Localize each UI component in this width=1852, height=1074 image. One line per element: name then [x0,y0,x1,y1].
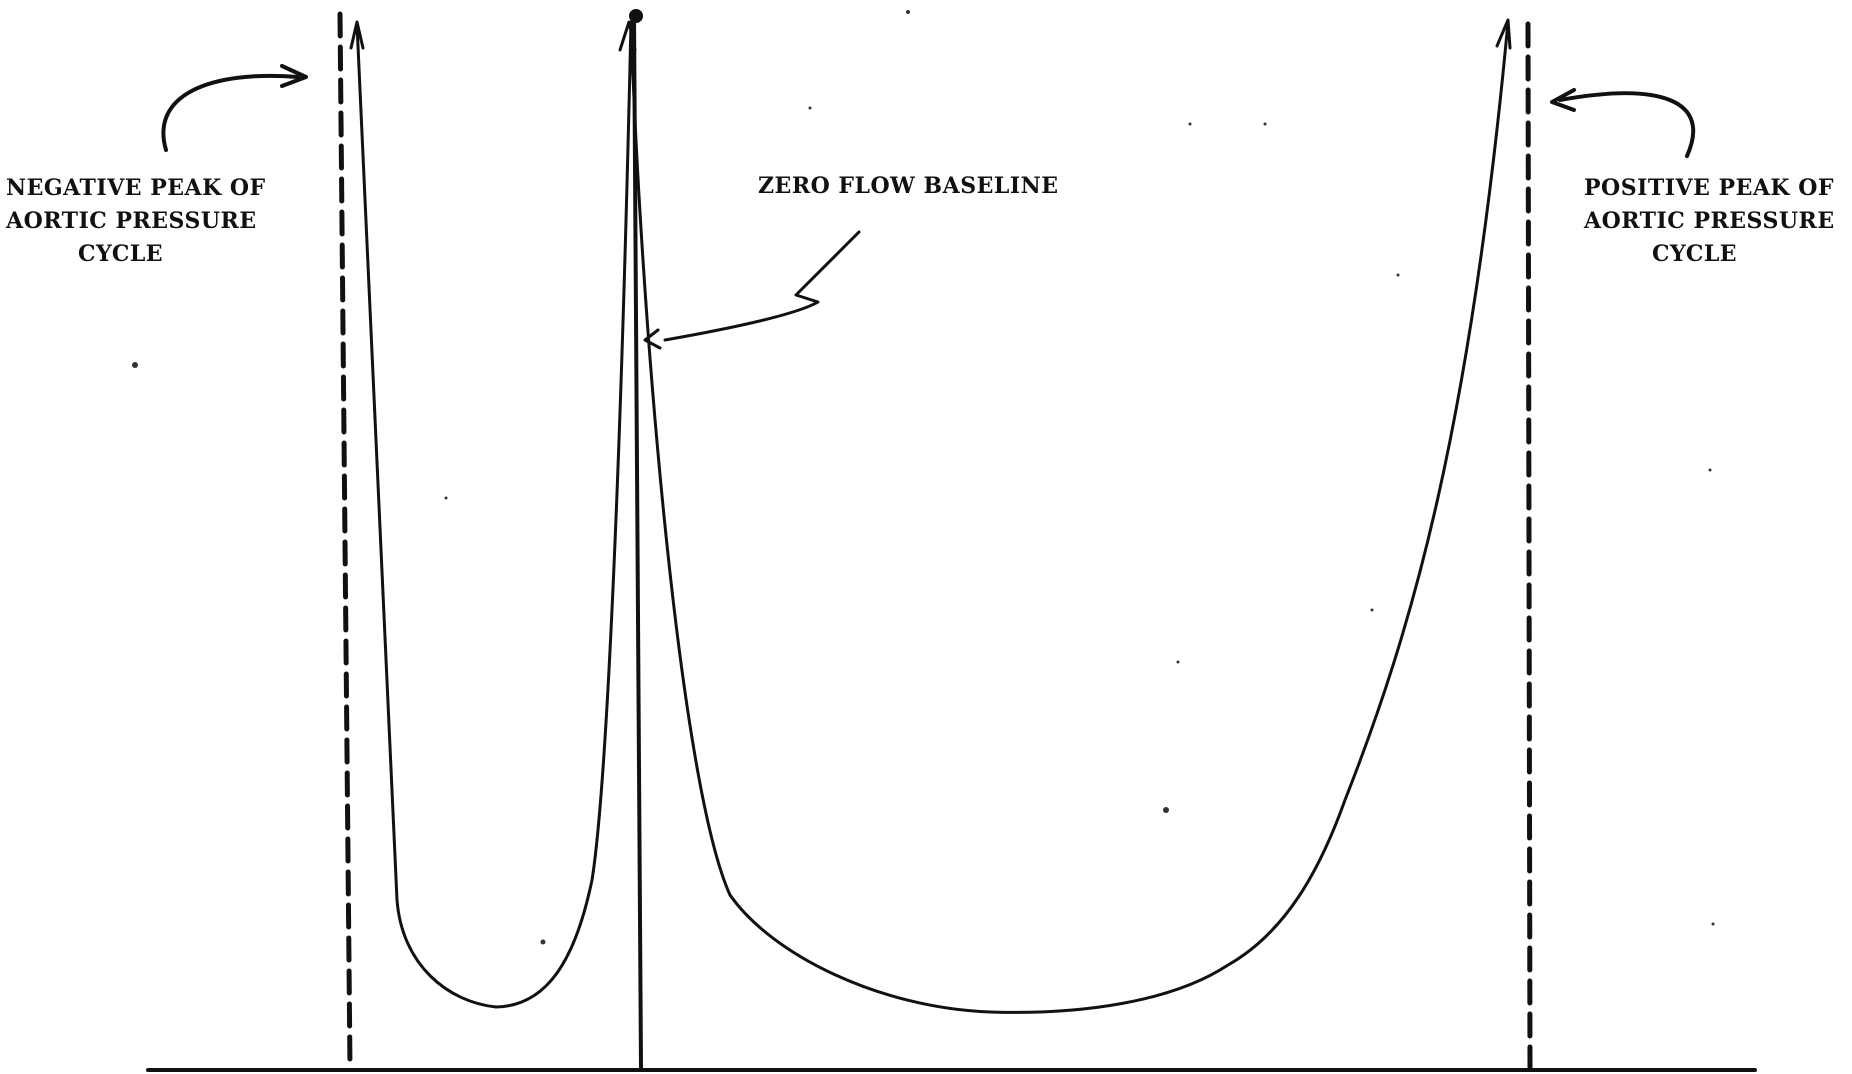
positive-peak-pointer-arrow [1558,91,1695,158]
negative-peak-label: NEGATIVE PEAK OF AORTIC PRESSURE CYCLE [6,172,266,271]
negative-peak-label-line2: AORTIC PRESSURE [6,208,257,234]
positive-peak-label-line3: CYCLE [1652,241,1738,267]
negative-peak-pointer-arrowhead [280,64,308,88]
negative-peak-label-line3: CYCLE [78,241,164,267]
flow-curve [355,20,1510,1014]
negative-peak-label-line1: NEGATIVE PEAK OF [6,175,266,201]
curve-arrowhead-center-left [618,20,637,52]
curve-arrowhead-left [349,20,365,50]
zero-flow-baseline-label: ZERO FLOW BASELINE [758,173,1059,199]
zero-flow-baseline-line [632,14,643,1070]
positive-peak-label: POSITIVE PEAK OF AORTIC PRESSURE CYCLE [1584,172,1835,271]
curve-arrowhead-right [1495,18,1512,50]
negative-peak-pointer-arrow [161,73,300,152]
positive-peak-label-line1: POSITIVE PEAK OF [1584,175,1834,201]
scan-specks [132,10,1715,945]
central-peak-dot [629,9,643,23]
positive-peak-pointer-arrowhead [1550,88,1576,112]
positive-peak-label-line2: AORTIC PRESSURE [1584,208,1835,234]
zero-flow-pointer-arrowhead [643,328,662,350]
positive-peak-dashed-line [1525,21,1533,1071]
negative-peak-dashed-line [337,11,353,1071]
zero-flow-pointer-arrow [663,230,861,342]
